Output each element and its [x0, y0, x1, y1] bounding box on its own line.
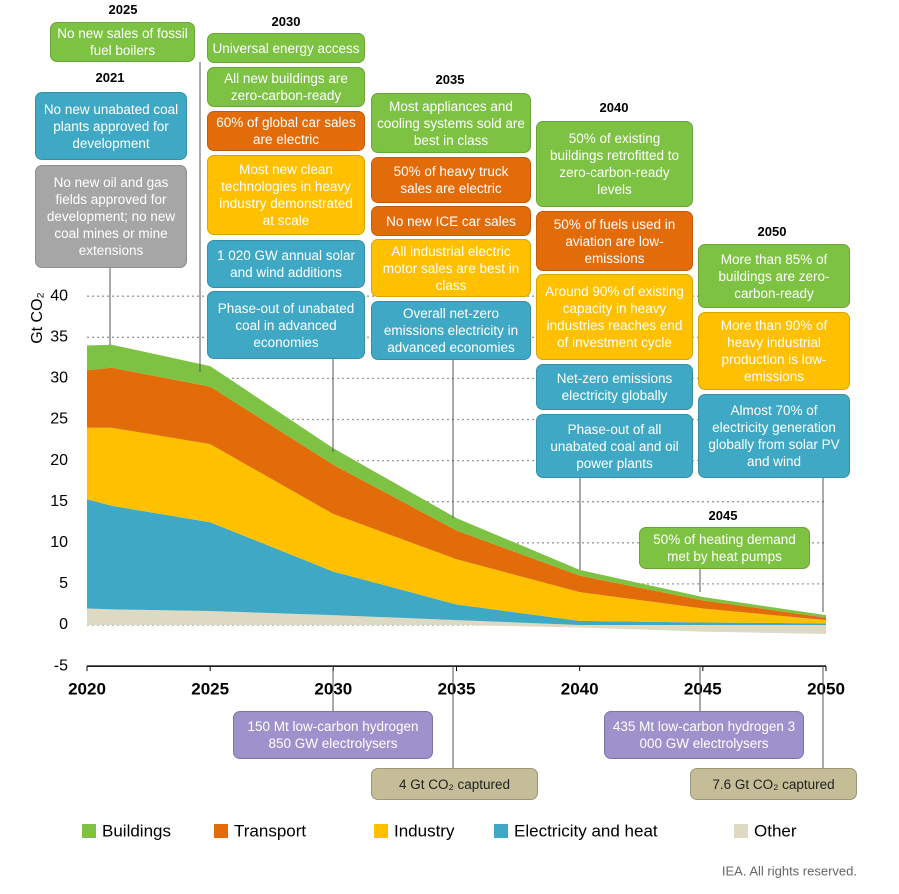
- milestone-box: More than 85% of buildings are zero-carb…: [698, 244, 850, 308]
- note-box: 4 Gt CO₂ captured: [371, 768, 538, 800]
- milestone-box: Phase-out of all unabated coal and oil p…: [536, 414, 693, 478]
- y-tick-label: 10: [50, 534, 68, 551]
- x-tick-label: 2025: [191, 680, 229, 699]
- milestone-box: No new unabated coal plants approved for…: [35, 92, 187, 160]
- x-tick-label: 2035: [438, 680, 476, 699]
- y-tick-label: 40: [50, 287, 68, 304]
- milestone-year: 2045: [708, 508, 738, 523]
- milestone-box: All industrial electric motor sales are …: [371, 239, 531, 297]
- milestone-box: Net-zero emissions electricity globally: [536, 364, 693, 410]
- milestone-box: Almost 70% of electricity generation glo…: [698, 394, 850, 478]
- y-tick-label: 20: [50, 452, 68, 469]
- area: [87, 427, 826, 624]
- legend-label: Electricity and heat: [514, 821, 658, 840]
- y-tick-label: 30: [50, 370, 68, 387]
- milestone-box: Phase-out of unabated coal in advanced e…: [207, 291, 365, 359]
- y-axis-label: Gt CO₂: [29, 292, 46, 344]
- y-tick-label: -5: [54, 657, 68, 674]
- milestone-year: 2030: [271, 14, 301, 29]
- y-tick-label: 15: [50, 493, 68, 510]
- x-tick-label: 2020: [68, 680, 106, 699]
- y-tick-label: 5: [59, 575, 68, 592]
- legend-swatch: [494, 824, 508, 838]
- milestone-box: All new buildings are zero-carbon-ready: [207, 67, 365, 107]
- legend-swatch: [374, 824, 388, 838]
- milestone-year: 2040: [599, 100, 629, 115]
- area: [87, 608, 826, 635]
- milestone-box: 50% of existing buildings retrofitted to…: [536, 121, 693, 207]
- legend-label: Transport: [234, 821, 306, 840]
- milestone-box: Overall net-zero emissions electricity i…: [371, 301, 531, 360]
- milestone-year: 2025: [108, 2, 138, 17]
- milestone-box: No new oil and gas fields approved for d…: [35, 165, 187, 268]
- milestone-box: Most appliances and cooling systems sold…: [371, 93, 531, 153]
- legend-label: Industry: [394, 821, 455, 840]
- milestone-box: 60% of global car sales are electric: [207, 111, 365, 151]
- area: [87, 344, 826, 618]
- milestone-box: 1 020 GW annual solar and wind additions: [207, 240, 365, 288]
- area: [87, 499, 826, 625]
- x-tick-label: 2050: [807, 680, 845, 699]
- x-tick-label: 2040: [561, 680, 599, 699]
- y-tick-label: 25: [50, 411, 68, 428]
- milestone-box: 50% of heavy truck sales are electric: [371, 157, 531, 203]
- note-box: 435 Mt low-carbon hydrogen 3 000 GW elec…: [604, 711, 804, 759]
- milestone-year: 2035: [435, 72, 465, 87]
- milestone-box: More than 90% of heavy industrial produc…: [698, 312, 850, 390]
- note-box: 150 Mt low-carbon hydrogen 850 GW electr…: [233, 711, 433, 759]
- legend-label: Buildings: [102, 821, 171, 840]
- milestone-box: No new sales of fossil fuel boilers: [50, 22, 195, 62]
- milestone-box: Most new clean technologies in heavy ind…: [207, 155, 365, 235]
- y-tick-label: 35: [50, 329, 68, 346]
- milestone-year: 2050: [757, 224, 787, 239]
- legend-swatch: [82, 824, 96, 838]
- milestone-box: 50% of fuels used in aviation are low-em…: [536, 211, 693, 271]
- milestone-box: Around 90% of existing capacity in heavy…: [536, 274, 693, 360]
- milestone-year: 2021: [95, 70, 125, 85]
- y-tick-label: 0: [59, 616, 68, 633]
- milestone-box: 50% of heating demand met by heat pumps: [639, 527, 810, 569]
- milestone-box: No new ICE car sales: [371, 206, 531, 236]
- x-tick-label: 2045: [684, 680, 722, 699]
- note-box: 7.6 Gt CO₂ captured: [690, 768, 857, 800]
- legend-swatch: [734, 824, 748, 838]
- legend-swatch: [214, 824, 228, 838]
- source: IEA. All rights reserved.: [722, 863, 857, 878]
- legend-label: Other: [754, 821, 797, 840]
- milestone-box: Universal energy access: [207, 33, 365, 63]
- area: [87, 367, 826, 621]
